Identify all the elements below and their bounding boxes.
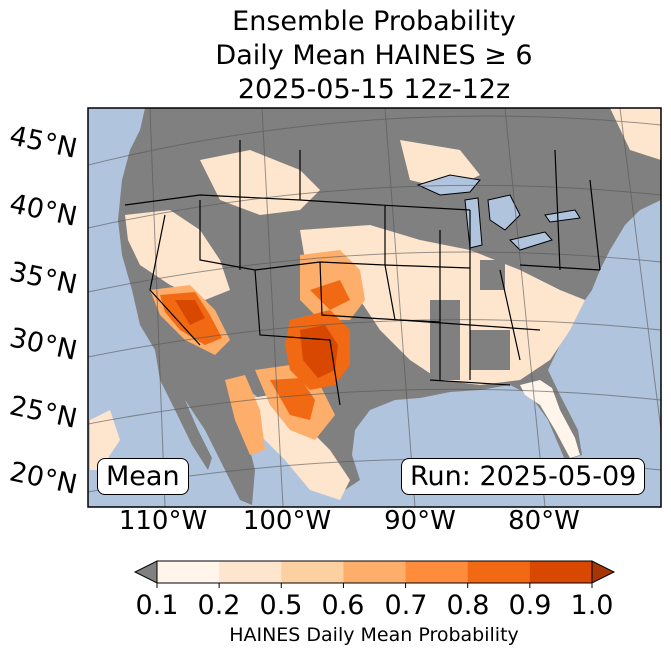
colorbar-tick: 0.6: [321, 590, 365, 621]
title-line-2: Daily Mean HAINES ≥ 6: [215, 40, 533, 71]
colorbar-tick: 0.9: [508, 590, 552, 621]
colorbar-over-arrow: [591, 560, 616, 584]
lon-label-90w: 90°W: [384, 506, 456, 536]
probability-gray-patches: [350, 260, 510, 380]
colorbar-tick: 0.1: [135, 590, 179, 621]
colorbar-segment: [343, 561, 407, 583]
baja-land: [155, 350, 212, 470]
colorbar-tick: 0.2: [197, 590, 241, 621]
run-date-label: Run: 2025-05-09: [401, 458, 646, 495]
colorbar-segment: [405, 561, 469, 583]
graticule: [88, 108, 661, 507]
lon-label-110w: 110°W: [118, 506, 208, 536]
title-line-1: Ensemble Probability: [232, 6, 516, 37]
state-borders: [124, 140, 601, 406]
mean-label: Mean: [97, 458, 189, 495]
colorbar-segment: [467, 561, 531, 583]
colorbar-tick: 0.5: [259, 590, 303, 621]
colorbar-under-arrow: [133, 560, 158, 584]
colorbar-label: HAINES Daily Mean Probability: [229, 624, 519, 646]
colorbar-frame: [156, 560, 593, 584]
colorbar-segment: [529, 561, 593, 583]
lon-label-80w: 80°W: [508, 506, 580, 536]
colorbar-tick: 1.0: [570, 590, 614, 621]
lon-label-100w: 100°W: [242, 506, 332, 536]
map-frame: [87, 107, 662, 508]
colorbar-segment: [281, 561, 344, 583]
colorbar-segment: [157, 561, 220, 583]
colorbar-tick: 0.8: [446, 590, 490, 621]
colorbar-segment: [219, 561, 282, 583]
great-lakes: [416, 174, 581, 251]
title-line-3: 2025-05-15 12z-12z: [237, 74, 511, 105]
colorbar-tick: 0.7: [384, 590, 428, 621]
florida-land: [520, 380, 580, 458]
